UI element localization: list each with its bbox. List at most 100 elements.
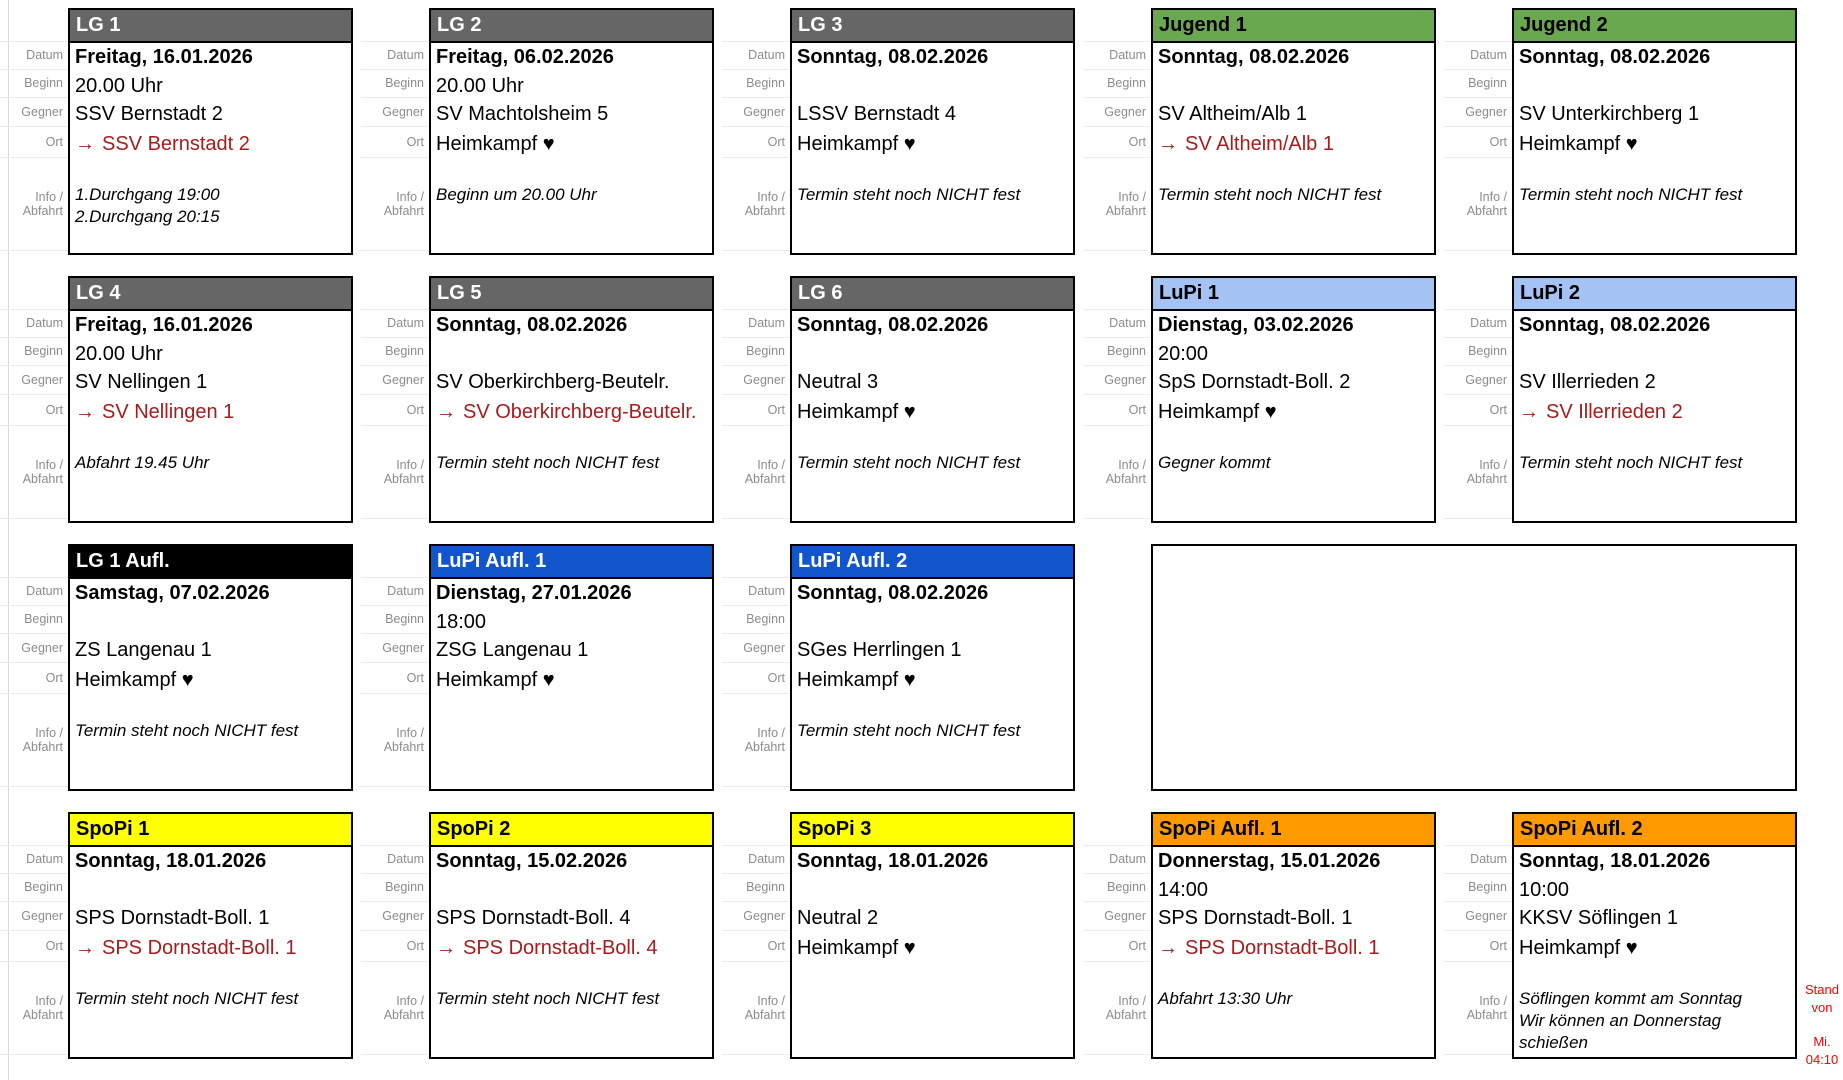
match-card: LG 1 Freitag, 16.01.2026 20.00 Uhr SSV B… xyxy=(68,8,353,255)
schedule-cell-lupiaufl2: Datum Beginn Gegner Ort Info / Abfahrt L… xyxy=(722,544,1083,812)
card-gegner: KKSV Söflingen 1 xyxy=(1519,907,1678,929)
datum-label: Datum xyxy=(361,41,429,70)
datum-label: Datum xyxy=(1083,845,1151,874)
info-abfahrt-label: Info / Abfahrt xyxy=(0,158,68,251)
card-title: Jugend 1 xyxy=(1153,10,1434,43)
ort-text: SV Altheim/Alb 1 xyxy=(1185,133,1334,155)
card-datum: Freitag, 06.02.2026 xyxy=(436,46,614,68)
gegner-label: Gegner xyxy=(1083,366,1151,395)
ort-text: SV Illerrieden 2 xyxy=(1546,401,1683,423)
datum-label: Datum xyxy=(1083,41,1151,70)
card-info: Termin steht noch NICHT fest xyxy=(792,696,1073,789)
info-abfahrt-label: Info / Abfahrt xyxy=(722,426,790,519)
card-ort: Heimkampf ♥ xyxy=(1519,937,1638,959)
datum-label: Datum xyxy=(361,309,429,338)
ort-label: Ort xyxy=(722,395,790,426)
datum-label: Datum xyxy=(722,845,790,874)
gegner-label: Gegner xyxy=(722,634,790,663)
match-card: LuPi 2 Sonntag, 08.02.2026 SV Illerriede… xyxy=(1512,276,1797,523)
info-abfahrt-label: Info / Abfahrt xyxy=(722,962,790,1055)
schedule-cell-spopi1: Datum Beginn Gegner Ort Info / Abfahrt S… xyxy=(0,812,361,1080)
ort-text: SV Oberkirchberg-Beutelr. xyxy=(463,401,697,423)
info-abfahrt-label: Info / Abfahrt xyxy=(361,962,429,1055)
info-line: Termin steht noch NICHT fest xyxy=(797,453,1021,472)
info-line: Termin steht noch NICHT fest xyxy=(1158,185,1382,204)
info-line: schießen xyxy=(1519,1033,1588,1053)
card-info: Termin steht noch NICHT fest xyxy=(431,428,712,521)
card-ort: → SV Nellingen 1 xyxy=(70,397,351,428)
card-title: LuPi 1 xyxy=(1153,278,1434,311)
beginn-label: Beginn xyxy=(1083,70,1151,98)
card-title: SpoPi 1 xyxy=(70,814,351,847)
datum-label: Datum xyxy=(0,309,68,338)
ort-label: Ort xyxy=(1083,127,1151,158)
stand-note: Stand von Mi. 04:10 xyxy=(1801,981,1843,1068)
card-gegner: Neutral 2 xyxy=(797,907,879,929)
match-card: SpoPi 2 Sonntag, 15.02.2026 SPS Dornstad… xyxy=(429,812,714,1059)
schedule-cell-lg6: Datum Beginn Gegner Ort Info / Abfahrt L… xyxy=(722,276,1083,544)
stand-word: von xyxy=(1811,999,1833,1015)
match-card: LG 1 Aufl. Samstag, 07.02.2026 ZS Langen… xyxy=(68,544,353,791)
datum-label: Datum xyxy=(1444,309,1512,338)
ort-label: Ort xyxy=(361,663,429,694)
card-title: SpoPi Aufl. 1 xyxy=(1153,814,1434,847)
schedule-cell-lg2: Datum Beginn Gegner Ort Info / Abfahrt L… xyxy=(361,8,722,276)
row-labels: Datum Beginn Gegner Ort Info / Abfahrt xyxy=(1444,812,1512,1055)
info-abfahrt-label: Info / Abfahrt xyxy=(1444,962,1512,1055)
card-ort: → SPS Dornstadt-Boll. 1 xyxy=(1153,933,1434,964)
card-datum: Sonntag, 08.02.2026 xyxy=(436,314,628,336)
card-datum: Sonntag, 08.02.2026 xyxy=(1158,46,1350,68)
card-beginn xyxy=(792,340,1073,368)
ort-label: Ort xyxy=(0,931,68,962)
datum-label: Datum xyxy=(0,845,68,874)
info-abfahrt-label: Info / Abfahrt xyxy=(1083,426,1151,519)
beginn-label: Beginn xyxy=(0,70,68,98)
ort-label: Ort xyxy=(722,931,790,962)
ort-text: SV Nellingen 1 xyxy=(102,401,235,423)
beginn-label: Beginn xyxy=(361,874,429,902)
card-datum: Dienstag, 03.02.2026 xyxy=(1158,314,1354,336)
card-datum: Sonntag, 08.02.2026 xyxy=(1519,314,1711,336)
gegner-label: Gegner xyxy=(1083,98,1151,127)
card-beginn: 14:00 xyxy=(1158,878,1209,901)
row-labels: Datum Beginn Gegner Ort Info / Abfahrt xyxy=(361,276,429,519)
info-line: Termin steht noch NICHT fest xyxy=(797,721,1021,740)
match-card: LuPi 1 Dienstag, 03.02.2026 20:00 SpS Do… xyxy=(1151,276,1436,523)
card-datum: Sonntag, 08.02.2026 xyxy=(1519,46,1711,68)
ort-label: Ort xyxy=(0,395,68,426)
schedule-cell-spopiaufl2: Datum Beginn Gegner Ort Info / Abfahrt S… xyxy=(1444,812,1805,1080)
card-datum: Sonntag, 15.02.2026 xyxy=(436,850,628,872)
info-abfahrt-label: Info / Abfahrt xyxy=(361,694,429,787)
info-line: Termin steht noch NICHT fest xyxy=(436,989,660,1008)
card-gegner: SV Illerrieden 2 xyxy=(1519,371,1656,393)
row-labels: Datum Beginn Gegner Ort Info / Abfahrt xyxy=(0,8,68,251)
ort-label: Ort xyxy=(722,127,790,158)
info-abfahrt-label: Info / Abfahrt xyxy=(361,158,429,251)
card-datum: Freitag, 16.01.2026 xyxy=(75,314,253,336)
info-line: Gegner kommt xyxy=(1158,453,1271,472)
card-datum: Sonntag, 18.01.2026 xyxy=(1519,850,1711,872)
schedule-cell-spopi3: Datum Beginn Gegner Ort Info / Abfahrt S… xyxy=(722,812,1083,1080)
ort-text: SPS Dornstadt-Boll. 1 xyxy=(102,937,297,959)
away-arrow-icon: → xyxy=(75,133,95,155)
info-line: Termin steht noch NICHT fest xyxy=(436,453,660,472)
match-card: Jugend 2 Sonntag, 08.02.2026 SV Unterkir… xyxy=(1512,8,1797,255)
schedule-cell-lupiaufl1: Datum Beginn Gegner Ort Info / Abfahrt L… xyxy=(361,544,722,812)
card-title: LG 3 xyxy=(792,10,1073,43)
card-beginn xyxy=(70,876,351,904)
datum-label: Datum xyxy=(0,577,68,606)
card-info: Termin steht noch NICHT fest xyxy=(1153,160,1434,253)
card-info: Termin steht noch NICHT fest xyxy=(1514,160,1795,253)
card-title: SpoPi 3 xyxy=(792,814,1073,847)
card-title: SpoPi Aufl. 2 xyxy=(1514,814,1795,847)
card-ort: → SSV Bernstadt 2 xyxy=(70,129,351,160)
ort-text: SPS Dornstadt-Boll. 4 xyxy=(463,937,658,959)
info-line: Termin steht noch NICHT fest xyxy=(75,989,299,1008)
beginn-label: Beginn xyxy=(1083,874,1151,902)
card-info: Termin steht noch NICHT fest xyxy=(431,964,712,1057)
card-ort: Heimkampf ♥ xyxy=(75,669,194,691)
stand-word: Mi. xyxy=(1813,1034,1831,1050)
match-card: LG 2 Freitag, 06.02.2026 20.00 Uhr SV Ma… xyxy=(429,8,714,255)
datum-label: Datum xyxy=(0,41,68,70)
